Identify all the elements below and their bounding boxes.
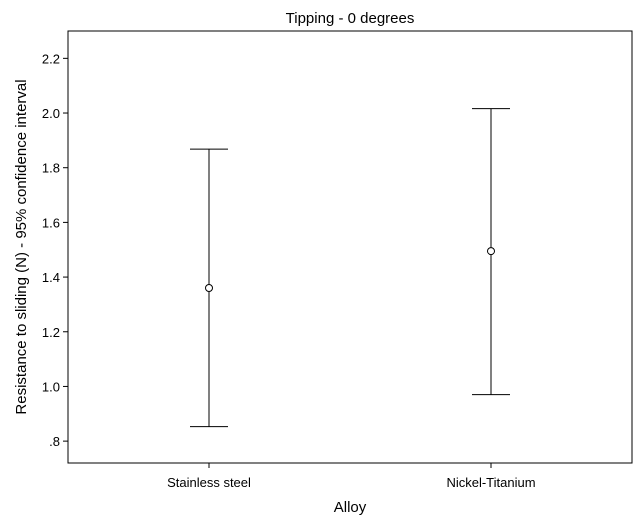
mean-point: [487, 247, 495, 256]
mean-point: [205, 284, 213, 293]
y-axis-label: Resistance to sliding (N) - 95% confiden…: [13, 79, 30, 414]
x-axis-label: Alloy: [334, 499, 367, 516]
x-axis-ticks: Stainless steel Nickel-Titanium: [167, 463, 536, 490]
x-tick-label: Nickel-Titanium: [446, 475, 535, 490]
error-bars: [190, 108, 510, 428]
y-tick-label: 1.2: [42, 325, 60, 340]
y-tick-label: 2.0: [42, 106, 60, 121]
error-bar-group: [190, 148, 228, 428]
y-tick-label: 1.6: [42, 215, 60, 230]
error-bar-group: [472, 108, 510, 396]
y-tick-label: 1.8: [42, 161, 60, 176]
y-axis-ticks: .8 1.0 1.2 1.4 1.6 1.8 2.0 2.2: [42, 51, 68, 449]
y-tick-label: 1.0: [42, 379, 60, 394]
y-tick-label: 2.2: [42, 51, 60, 66]
y-tick-label: .8: [49, 434, 60, 449]
x-tick-label: Stainless steel: [167, 475, 251, 490]
plot-area-frame: [67, 30, 633, 464]
chart-title: Tipping - 0 degrees: [286, 10, 415, 27]
y-tick-label: 1.4: [42, 270, 60, 285]
